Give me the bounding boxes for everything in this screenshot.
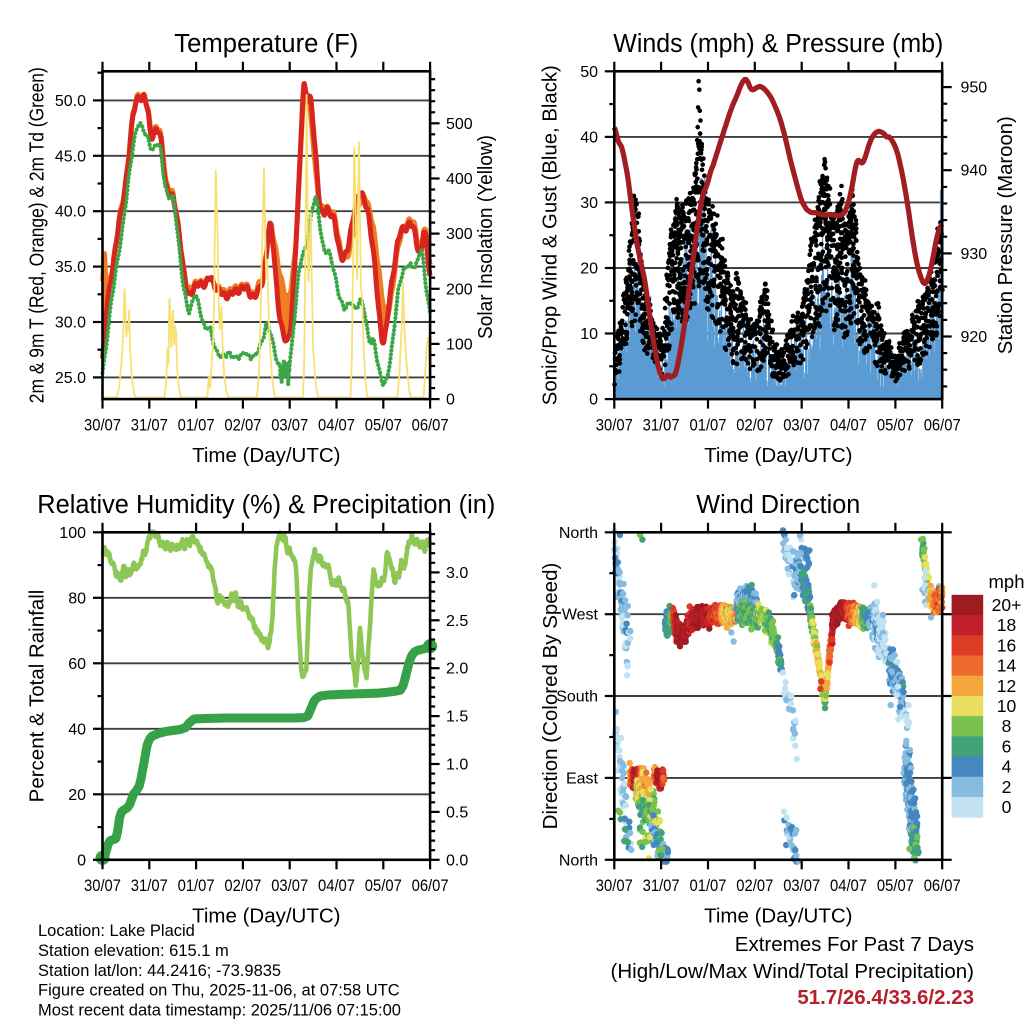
svg-text:2m & 9m T (Red, Orange) & 2m T: 2m & 9m T (Red, Orange) & 2m Td (Green) (26, 67, 49, 403)
svg-text:30/07: 30/07 (84, 417, 121, 435)
svg-text:30: 30 (580, 195, 598, 212)
svg-text:04/07: 04/07 (830, 417, 867, 435)
svg-text:31/07: 31/07 (131, 417, 168, 435)
svg-text:200: 200 (446, 281, 473, 298)
svg-text:80: 80 (68, 590, 86, 607)
svg-text:40: 40 (68, 721, 86, 738)
svg-text:3.0: 3.0 (446, 565, 468, 582)
svg-text:2.5: 2.5 (446, 613, 468, 630)
svg-text:03/07: 03/07 (271, 417, 308, 435)
svg-text:01/07: 01/07 (690, 417, 727, 435)
svg-text:0.5: 0.5 (446, 804, 468, 821)
svg-text:Time (Day/UTC): Time (Day/UTC) (192, 444, 340, 467)
svg-text:35.0: 35.0 (55, 259, 86, 276)
svg-text:31/07: 31/07 (643, 417, 680, 435)
svg-text:1.5: 1.5 (446, 709, 468, 726)
svg-text:500: 500 (446, 116, 473, 133)
svg-text:Relative Humidity (%) & Precip: Relative Humidity (%) & Precipitation (i… (37, 491, 495, 519)
svg-text:0: 0 (77, 852, 86, 869)
svg-text:06/07: 06/07 (924, 417, 961, 435)
svg-text:06/07: 06/07 (412, 417, 449, 435)
svg-text:Time (Day/UTC): Time (Day/UTC) (192, 905, 340, 928)
svg-text:06/07: 06/07 (412, 877, 449, 895)
svg-text:03/07: 03/07 (271, 877, 308, 895)
svg-text:1.0: 1.0 (446, 757, 468, 774)
svg-text:05/07: 05/07 (365, 417, 402, 435)
svg-text:20: 20 (68, 787, 86, 804)
svg-text:30/07: 30/07 (84, 877, 121, 895)
svg-text:04/07: 04/07 (318, 417, 355, 435)
svg-text:940: 940 (961, 163, 988, 180)
svg-text:40.0: 40.0 (55, 204, 86, 221)
svg-text:05/07: 05/07 (877, 417, 914, 435)
svg-text:04/07: 04/07 (318, 877, 355, 895)
svg-text:950: 950 (961, 80, 988, 97)
svg-text:0.0: 0.0 (446, 852, 468, 869)
svg-text:20: 20 (580, 261, 598, 278)
svg-text:0: 0 (446, 392, 455, 409)
svg-text:0: 0 (589, 392, 598, 409)
svg-text:50: 50 (580, 64, 598, 81)
svg-text:Winds (mph) & Pressure (mb): Winds (mph) & Pressure (mb) (613, 30, 943, 58)
svg-text:Solar Insolation (Yellow): Solar Insolation (Yellow) (474, 135, 497, 339)
svg-text:920: 920 (961, 329, 988, 346)
svg-text:02/07: 02/07 (736, 417, 773, 435)
svg-text:03/07: 03/07 (783, 417, 820, 435)
svg-text:Sonic/Prop Wind & Gust (Blue,: Sonic/Prop Wind & Gust (Blue, Black) (539, 65, 562, 405)
svg-text:Station Pressure (Maroon): Station Pressure (Maroon) (994, 116, 1017, 354)
svg-text:400: 400 (446, 171, 473, 188)
svg-text:02/07: 02/07 (224, 877, 261, 895)
svg-text:01/07: 01/07 (178, 417, 215, 435)
svg-text:30/07: 30/07 (596, 417, 633, 435)
svg-text:02/07: 02/07 (224, 417, 261, 435)
svg-text:60: 60 (68, 656, 86, 673)
svg-text:100: 100 (59, 525, 86, 542)
svg-text:Temperature (F): Temperature (F) (174, 30, 358, 58)
svg-text:300: 300 (446, 226, 473, 243)
svg-text:05/07: 05/07 (365, 877, 402, 895)
svg-text:2.0: 2.0 (446, 661, 468, 678)
svg-text:25.0: 25.0 (55, 370, 86, 387)
svg-text:40: 40 (580, 129, 598, 146)
svg-text:Percent & Total Rainfall: Percent & Total Rainfall (26, 590, 49, 803)
svg-text:45.0: 45.0 (55, 148, 86, 165)
svg-text:50.0: 50.0 (55, 93, 86, 110)
svg-text:930: 930 (961, 246, 988, 263)
svg-text:30.0: 30.0 (55, 315, 86, 332)
svg-text:Time (Day/UTC): Time (Day/UTC) (704, 444, 852, 467)
svg-text:01/07: 01/07 (178, 877, 215, 895)
svg-text:10: 10 (580, 326, 598, 343)
svg-text:100: 100 (446, 336, 473, 353)
svg-text:31/07: 31/07 (131, 877, 168, 895)
